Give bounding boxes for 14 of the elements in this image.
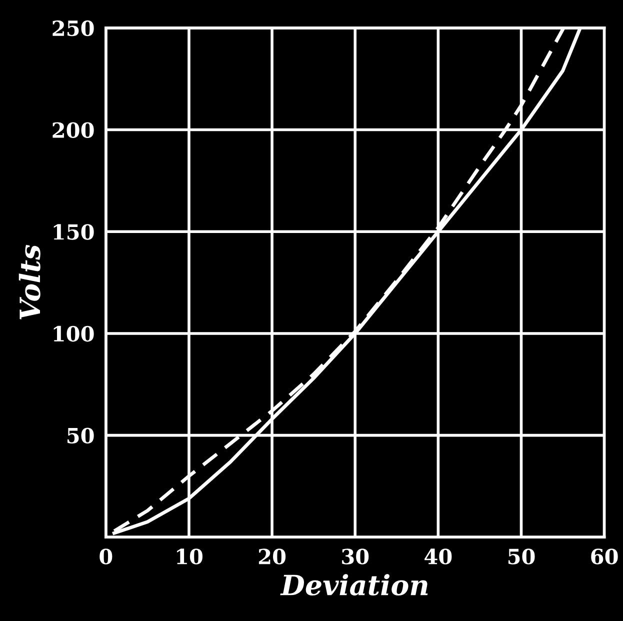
- y-tick-label: 250: [52, 20, 94, 36]
- y-tick-label: 200: [52, 122, 94, 138]
- x-tick-label: 10: [177, 548, 202, 564]
- x-tick-label: 30: [342, 548, 369, 564]
- x-tick-label: 60: [591, 548, 618, 564]
- y-tick-label: 150: [54, 224, 94, 240]
- x-tick-label: 50: [508, 548, 535, 564]
- y-axis-title: Volts: [18, 244, 40, 320]
- x-axis-title: Deviation: [280, 574, 428, 596]
- x-tick-label: 40: [424, 548, 452, 564]
- y-tick-label: 100: [54, 326, 94, 342]
- y-tick-label: 50: [68, 428, 94, 444]
- x-tick-label: 20: [258, 548, 286, 564]
- x-tick-label: 0: [100, 548, 112, 564]
